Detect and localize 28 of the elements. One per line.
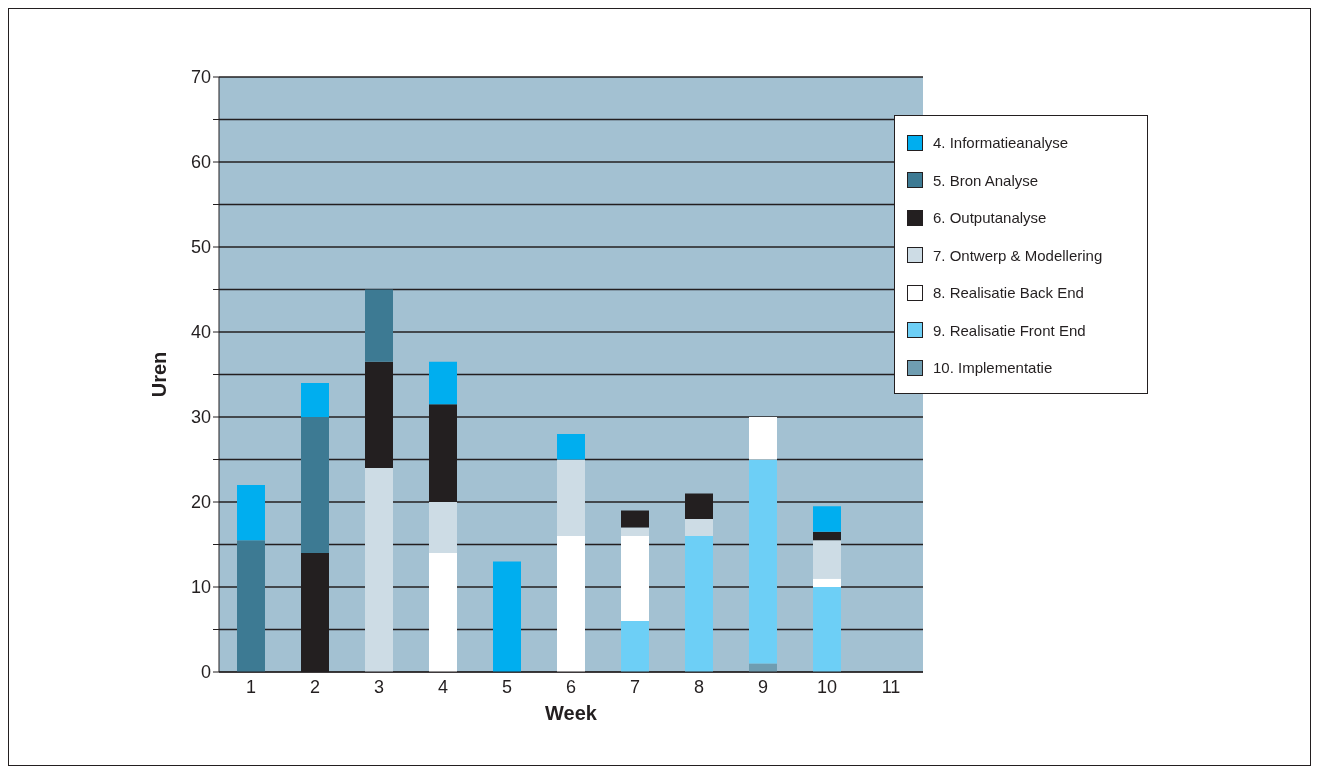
legend-label: 9. Realisatie Front End [933,321,1086,339]
legend-label: 7. Ontwerp & Modellering [933,246,1103,264]
legend-label: 4. Informatieanalyse [933,134,1069,152]
x-tick-label: 11 [881,676,901,697]
x-tick-label: 9 [757,676,769,697]
x-tick-label: 3 [373,676,385,697]
legend-label: 8. Realisatie Back End [933,284,1084,302]
legend-label: 10. Implementatie [933,359,1053,377]
y-tick-label: 0 [200,662,211,683]
x-axis-title: Week [545,702,598,724]
y-tick-label: 20 [190,492,211,513]
y-tick-label: 10 [190,577,211,598]
y-tick-label: 40 [190,322,211,343]
legend-label: 6. Outputanalyse [933,209,1047,227]
y-tick-label: 70 [190,67,211,88]
y-tick-label: 30 [190,407,211,428]
x-tick-label: 5 [501,676,513,697]
y-axis-title: Uren [148,351,171,398]
x-tick-label: 7 [629,676,641,697]
x-tick-label: 6 [565,676,577,697]
x-tick-label: 1 [245,676,257,697]
y-tick-label: 60 [190,152,211,173]
x-tick-label: 8 [693,676,705,697]
x-tick-label: 10 [816,676,838,697]
y-tick-label: 50 [190,237,211,258]
x-tick-label: 2 [309,676,321,697]
legend-label: 5. Bron Analyse [933,171,1039,189]
x-tick-label: 4 [437,676,449,697]
